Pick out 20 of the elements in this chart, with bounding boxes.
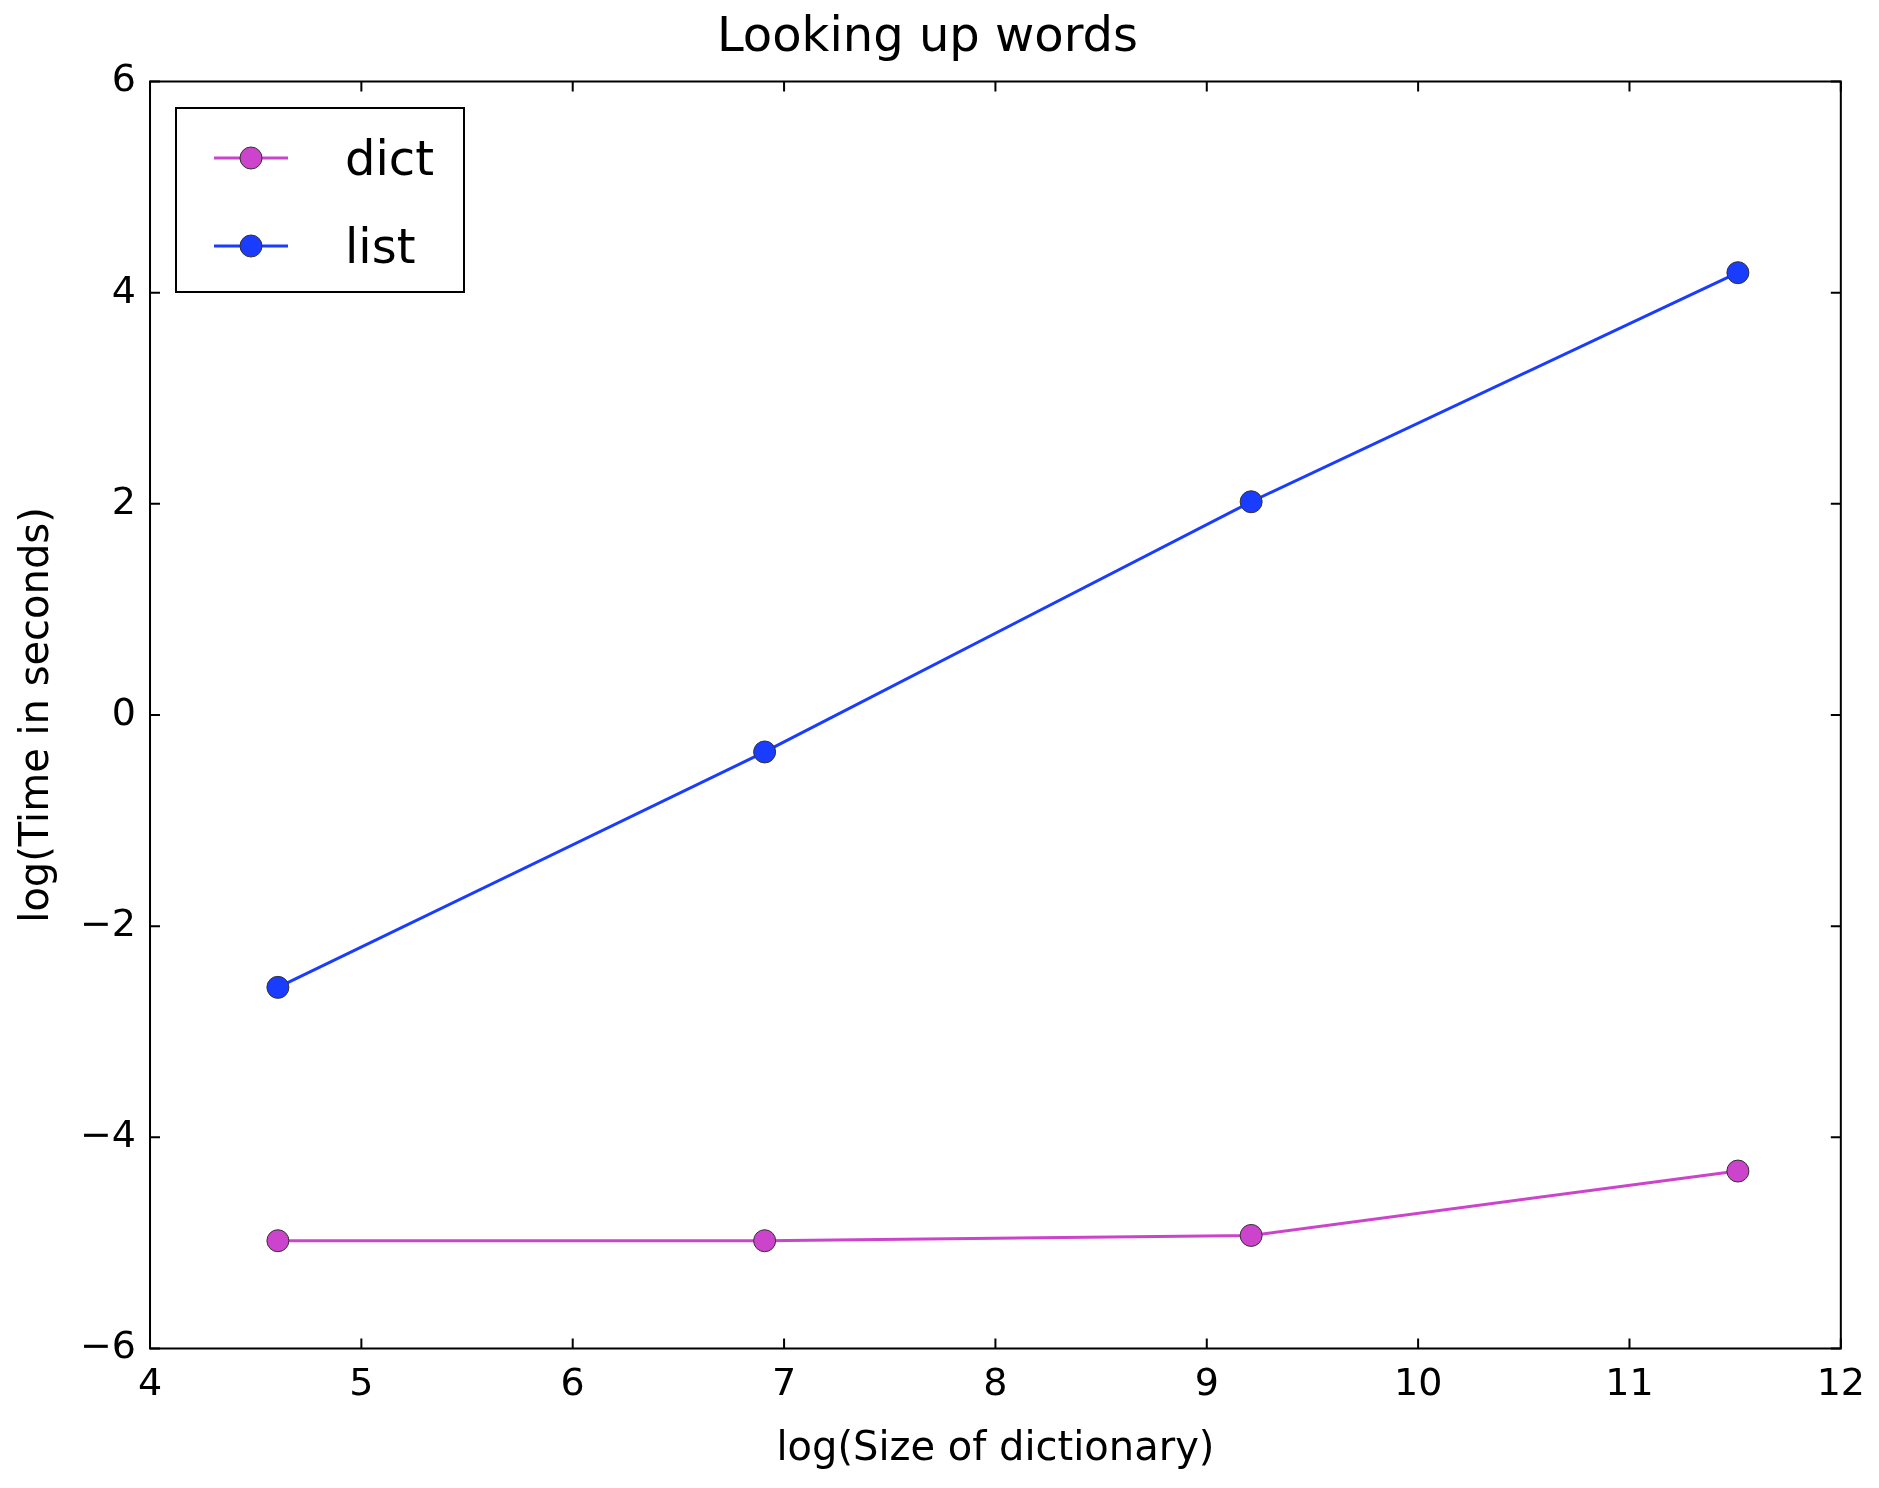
y-tick-label: −6: [79, 1323, 137, 1368]
y-tick-label: −2: [79, 901, 137, 946]
y-tick-label: 0: [111, 689, 137, 734]
y-axis-title: log(Time in seconds): [11, 507, 58, 923]
x-tick-label: 7: [771, 1360, 797, 1405]
y-tick-label: −4: [79, 1112, 137, 1157]
x-axis-title: log(Size of dictionary): [776, 1423, 1215, 1470]
x-tick-label: 8: [983, 1360, 1008, 1405]
y-tick-label: 2: [111, 478, 137, 523]
y-tick-label: 4: [111, 267, 137, 312]
x-tick-label: 6: [560, 1360, 585, 1405]
legend-label: list: [345, 217, 416, 274]
x-tick-label: 5: [349, 1360, 374, 1405]
x-tick-label: 12: [1816, 1360, 1865, 1405]
legend-label: dict: [345, 129, 435, 186]
x-tick-label: 9: [1194, 1360, 1219, 1405]
x-tick-label: 10: [1393, 1360, 1443, 1405]
x-tick-label: 11: [1605, 1360, 1654, 1405]
chart-title: Looking up words: [716, 6, 1139, 63]
y-tick-label: 6: [111, 56, 137, 101]
